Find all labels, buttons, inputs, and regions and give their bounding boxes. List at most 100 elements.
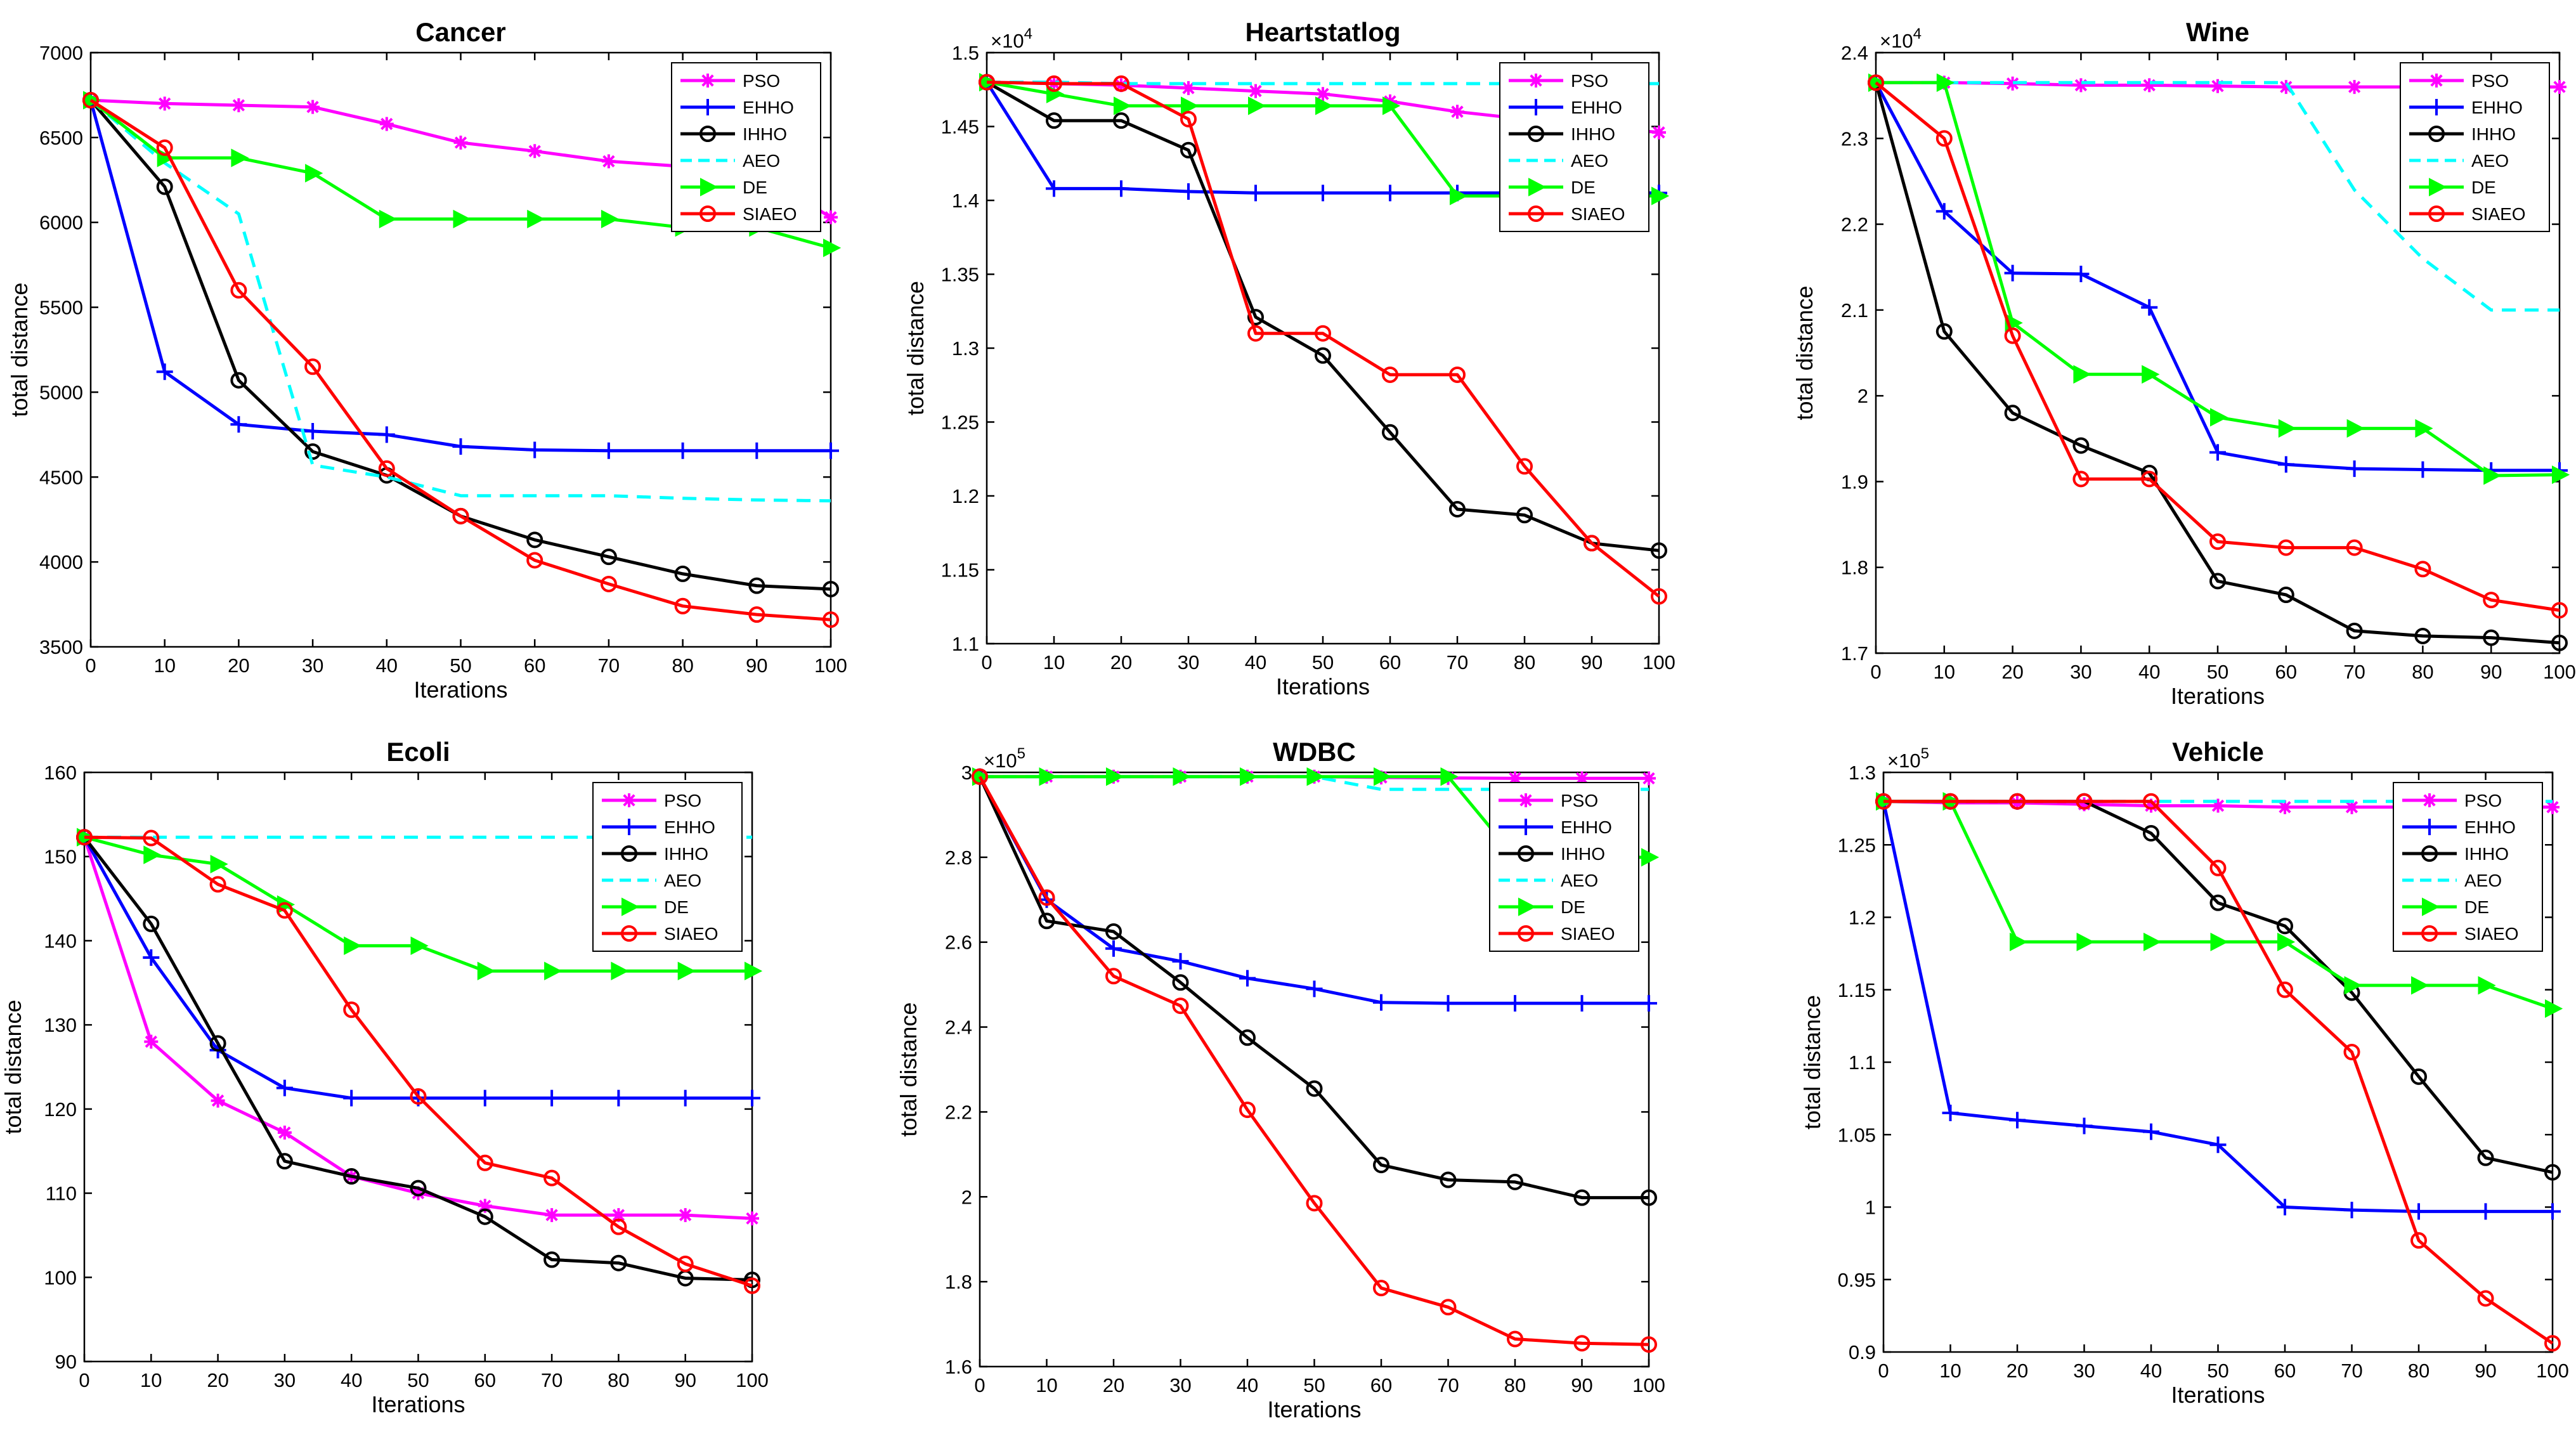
- series-de: [1876, 792, 2563, 1018]
- x-tick-label: 30: [1169, 1374, 1191, 1396]
- series-pso-point: [2279, 80, 2293, 94]
- series-ehho-point: [2544, 1203, 2561, 1220]
- series-de-point: [2010, 932, 2028, 951]
- series-ehho-point: [1239, 970, 1256, 987]
- series-de-point: [1248, 96, 1266, 115]
- series-ihho-point: [1935, 323, 1953, 340]
- chart-title: Vehicle: [2172, 737, 2264, 767]
- series-ihho-point: [2551, 634, 2568, 651]
- series-de-point: [611, 961, 629, 980]
- series-ihho-point: [2277, 918, 2293, 935]
- x-tick-label: 10: [1934, 661, 1955, 683]
- legend-entry: PSO: [743, 71, 780, 91]
- series-de-point: [677, 961, 696, 980]
- x-tick-label: 100: [736, 1369, 769, 1391]
- legend-marker: [2421, 819, 2438, 835]
- series-ihho-point: [2410, 1068, 2427, 1085]
- series-siaeo-point: [410, 1088, 427, 1105]
- x-tick-label: 100: [1643, 651, 1675, 673]
- series-ehho-point: [452, 438, 469, 455]
- legend-marker: [621, 897, 640, 916]
- series-de-point: [2210, 408, 2228, 427]
- x-tick-label: 40: [2138, 661, 2160, 683]
- y-tick-label: 1.1: [1849, 1051, 1876, 1074]
- series-ihho-point: [476, 1208, 493, 1225]
- x-tick-label: 60: [2275, 661, 2297, 683]
- series-pso-point: [2546, 800, 2560, 814]
- series-de-point: [453, 209, 471, 229]
- y-tick-label: 140: [44, 930, 77, 952]
- series-ehho-point: [343, 1089, 360, 1107]
- series-siaeo-point: [1306, 1195, 1323, 1212]
- series-de-point: [305, 164, 323, 183]
- series-pso-point: [157, 96, 172, 111]
- legend-marker: [622, 793, 636, 807]
- series-ehho-point: [1507, 995, 1523, 1012]
- series-pso-point: [231, 98, 246, 112]
- legend-entry: SIAEO: [743, 204, 797, 224]
- y-tick-label: 5000: [39, 381, 83, 403]
- series-ehho-point: [1306, 980, 1323, 998]
- series-siaeo-point: [2343, 1044, 2360, 1061]
- series-siaeo: [82, 91, 839, 628]
- series-ehho-point: [276, 1079, 293, 1096]
- series-ihho-point: [1641, 1189, 1657, 1206]
- x-tick-label: 40: [1245, 651, 1266, 673]
- legend-entry: PSO: [2464, 791, 2502, 810]
- series-de-point: [2277, 932, 2296, 951]
- x-tick-label: 30: [2070, 661, 2091, 683]
- x-tick-label: 80: [1514, 651, 1535, 673]
- series-ehho-point: [143, 949, 160, 966]
- series-ihho-point: [230, 372, 247, 389]
- series-de: [1868, 73, 2570, 485]
- series-pso-point: [2077, 797, 2091, 812]
- series-pso-point: [1642, 771, 1656, 786]
- series-de-point: [2076, 932, 2095, 951]
- x-axis-label: Iterations: [1267, 1396, 1361, 1422]
- series-siaeo-point: [1180, 110, 1197, 127]
- series-de-point: [1106, 767, 1124, 786]
- series-ehho-point: [2141, 299, 2158, 316]
- series-de-point: [2073, 365, 2091, 384]
- series-siaeo-point: [1046, 75, 1062, 92]
- series-ehho-point: [823, 442, 839, 459]
- series-siaeo-point: [476, 1154, 493, 1171]
- x-tick-label: 0: [974, 1374, 985, 1396]
- y-tick-label: 1.2: [952, 485, 979, 507]
- series-siaeo: [76, 829, 760, 1294]
- series-ihho-point: [1105, 923, 1122, 940]
- y-tick-label: 1.1: [952, 633, 979, 655]
- series-ehho-point: [2209, 444, 2226, 461]
- y-tick-label: 2.4: [945, 1017, 972, 1039]
- x-tick-label: 0: [85, 654, 96, 677]
- legend-marker: [1518, 819, 1534, 835]
- series-ehho-point: [2143, 1123, 2159, 1140]
- legend-marker: [621, 925, 637, 942]
- series-ehho-point: [476, 1089, 493, 1107]
- y-tick-label: 2: [1857, 385, 1868, 407]
- series-siaeo-point: [1247, 325, 1264, 342]
- series-pso-point: [411, 1186, 426, 1200]
- series-de-point: [2552, 465, 2570, 484]
- legend-box: [592, 782, 743, 952]
- y-tick-label: 2.1: [1841, 299, 1868, 322]
- legend-marker: [1529, 74, 1543, 88]
- y-tick-label: 4500: [39, 466, 83, 488]
- series-ehho-point: [600, 442, 617, 459]
- series-de-point: [1440, 767, 1459, 786]
- series-siaeo-point: [2004, 327, 2021, 344]
- series-aeo: [1876, 81, 2560, 312]
- legend: PSO EHHO IHHO AEO DE SIAEO: [2393, 782, 2543, 952]
- y-tick-label: 2.2: [945, 1101, 972, 1123]
- series-siaeo-point: [2009, 793, 2026, 810]
- series-ihho-point: [2277, 587, 2294, 604]
- x-tick-label: 20: [1110, 651, 1132, 673]
- x-tick-label: 80: [2408, 1360, 2430, 1382]
- series-ehho-point: [2414, 461, 2431, 478]
- series-ihho-point: [1573, 1189, 1590, 1206]
- series-ihho-point: [1449, 500, 1466, 517]
- chart-title: WDBC: [1273, 737, 1356, 767]
- x-tick-label: 30: [2073, 1360, 2095, 1382]
- series-pso-point: [1508, 771, 1522, 786]
- x-tick-label: 30: [302, 654, 323, 677]
